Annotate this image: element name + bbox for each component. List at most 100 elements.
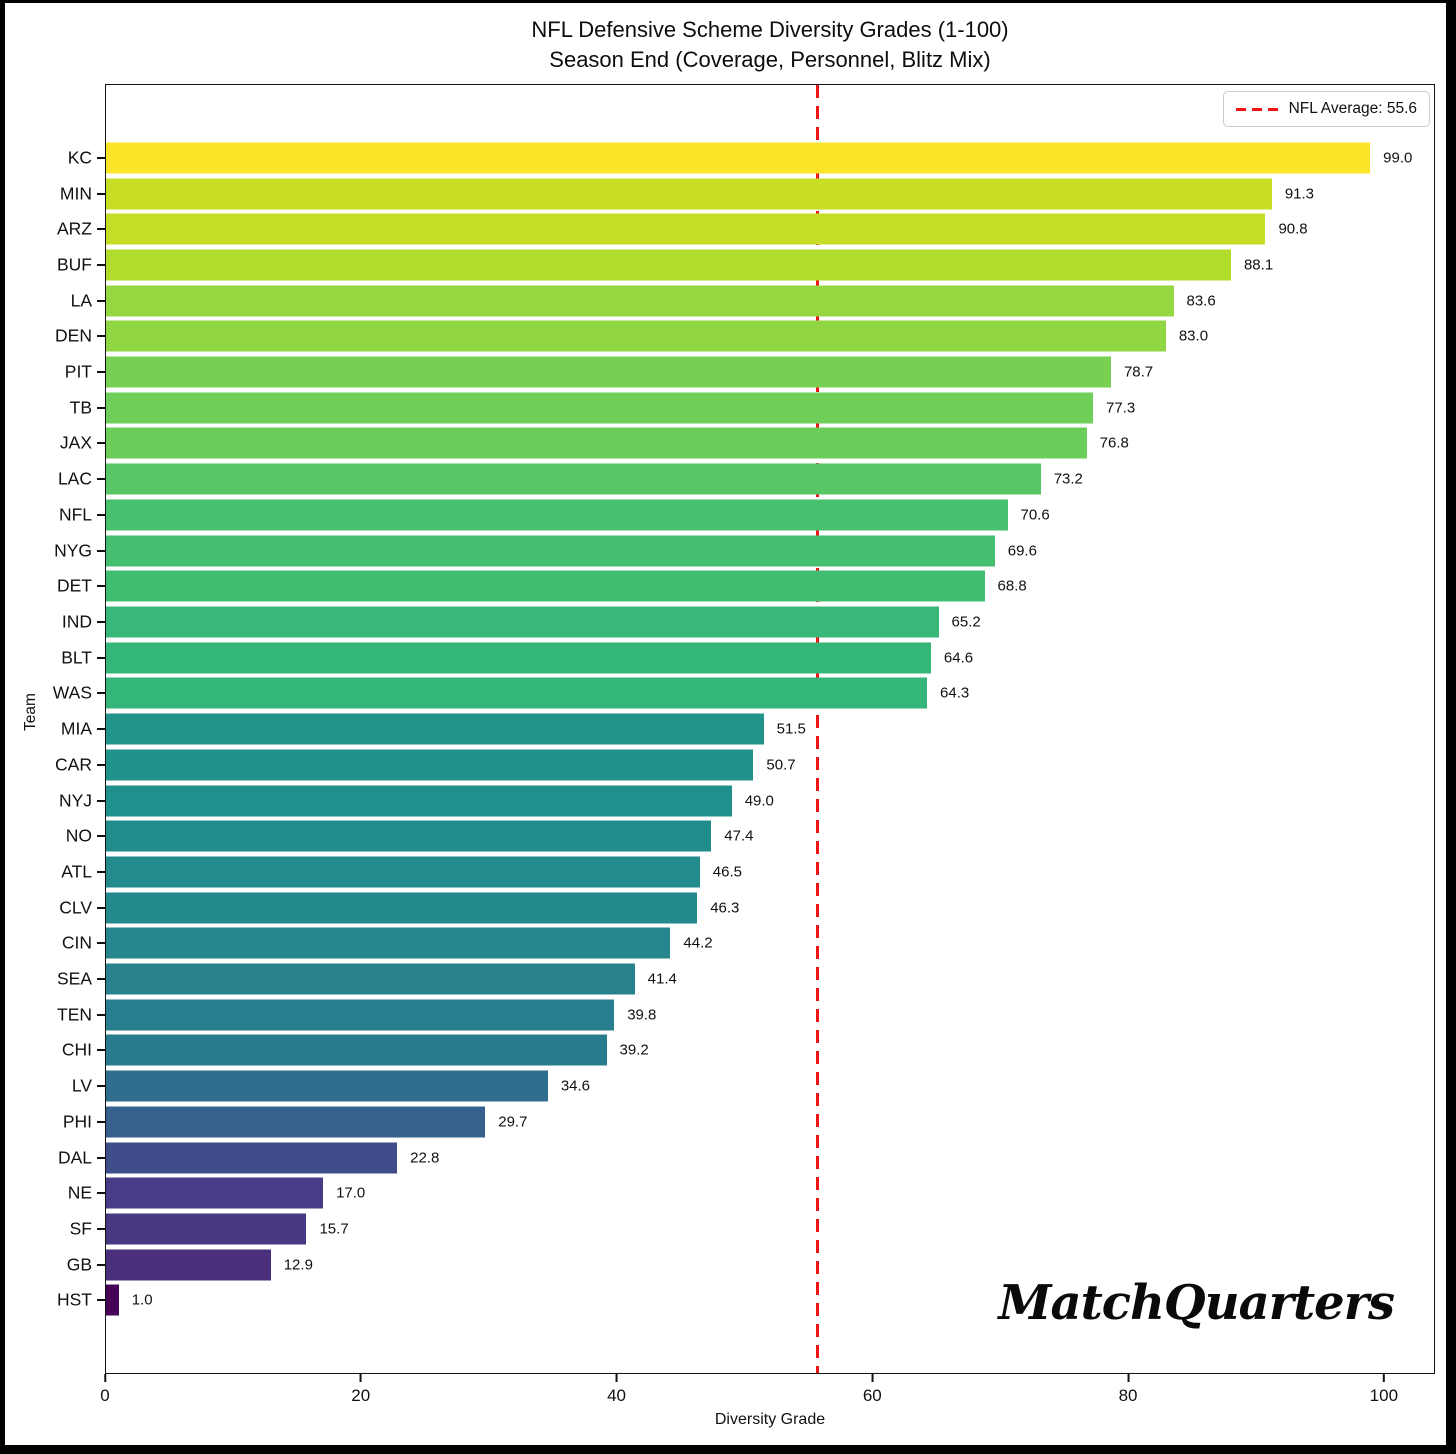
bar-value: 50.7	[766, 756, 796, 774]
bar-min	[106, 178, 1272, 210]
chart-row-det: DET 68.8	[57, 568, 1434, 604]
y-tick-mark	[97, 1049, 106, 1052]
chart-title-line1: NFL Defensive Scheme Diversity Grades (1…	[531, 17, 1009, 42]
bar-value: 17.0	[336, 1184, 366, 1202]
bar-value: 39.8	[627, 1006, 657, 1024]
x-axis-ticks: 0 20 40 60 80 100	[100, 1374, 1435, 1414]
y-tick-mark	[97, 1192, 106, 1195]
chart-row-kc: KC 99.0	[68, 140, 1434, 176]
y-tick-mark	[97, 870, 106, 873]
bar-lv	[106, 1070, 548, 1102]
y-tick-mark	[97, 799, 106, 802]
chart-row-pit: PIT 78.7	[65, 354, 1434, 390]
chart-row-la: LA 83.6	[71, 283, 1434, 319]
bar-kc	[106, 142, 1371, 174]
team-label: WAS	[52, 682, 92, 703]
x-tick-mark	[1382, 1374, 1385, 1382]
legend-dashed-line-icon	[1235, 107, 1278, 111]
bar-value: 90.8	[1278, 220, 1308, 238]
legend: NFL Average: 55.6	[1222, 91, 1430, 127]
bar-value: 46.3	[710, 899, 740, 917]
x-tick-label: 60	[862, 1386, 882, 1405]
team-label: BLT	[61, 647, 92, 668]
team-label: LA	[70, 290, 92, 311]
bar-nyg	[106, 535, 995, 567]
bar-jax	[106, 427, 1087, 459]
team-label: NE	[67, 1182, 92, 1203]
team-label: ARZ	[57, 218, 92, 239]
chart-row-mia: MIA 51.5	[61, 711, 1434, 747]
team-label: TB	[69, 397, 92, 418]
bar-value: 76.8	[1099, 434, 1129, 452]
bar-atl	[106, 856, 700, 888]
bar-value: 39.2	[619, 1041, 649, 1059]
y-tick-mark	[97, 906, 106, 909]
team-label: DAL	[57, 1147, 92, 1168]
chart-row-nyj: NYJ 49.0	[59, 783, 1434, 819]
team-label: HST	[57, 1289, 92, 1310]
chart-row-dal: DAL 22.8	[58, 1140, 1434, 1176]
chart-row-cin: CIN 44.2	[62, 925, 1434, 961]
y-tick-mark	[97, 156, 106, 159]
team-label: PIT	[64, 361, 92, 382]
bar-buf	[106, 249, 1231, 281]
bar-chi	[106, 1034, 607, 1066]
y-tick-mark	[97, 835, 106, 838]
team-label: DEN	[55, 325, 92, 346]
plot-area: KC 99.0 MIN 91.3 ARZ 90.8 BUF 88.1 LA 83.6 DEN 83.0…	[53, 84, 1435, 1374]
bar-value: 41.4	[647, 970, 677, 988]
bar-la	[106, 285, 1174, 317]
chart-row-no: NO 47.4	[66, 818, 1434, 854]
bar-value: 1.0	[131, 1291, 153, 1309]
chart-row-lac: LAC 73.2	[58, 461, 1434, 497]
team-label: NYG	[54, 540, 92, 561]
chart-row-tb: TB 77.3	[70, 390, 1434, 426]
y-tick-mark	[97, 371, 106, 374]
bar-value: 99.0	[1383, 149, 1413, 167]
team-label: GB	[66, 1254, 92, 1275]
bar-value: 22.8	[410, 1149, 440, 1167]
bar-dal	[106, 1142, 398, 1174]
chart-row-sf: SF 15.7	[70, 1211, 1434, 1247]
bar-value: 51.5	[776, 720, 806, 738]
x-tick-label: 80	[1118, 1386, 1138, 1405]
chart-row-gb: GB 12.9	[67, 1247, 1434, 1283]
bar-ind	[106, 606, 939, 638]
chart-row-den: DEN 83.0	[55, 319, 1434, 355]
bar-phi	[106, 1106, 486, 1138]
y-tick-mark	[97, 335, 106, 338]
x-tick-mark	[104, 1374, 106, 1382]
x-tick-label: 20	[351, 1386, 371, 1405]
bar-value: 91.3	[1284, 185, 1315, 203]
bar-value: 12.9	[283, 1256, 313, 1274]
y-tick-mark	[97, 549, 106, 552]
team-label: NO	[65, 825, 92, 846]
bar-value: 88.1	[1243, 256, 1274, 274]
team-label: CIN	[61, 932, 92, 953]
team-label: KC	[67, 147, 92, 168]
team-label: SEA	[56, 968, 92, 989]
chart-row-ne: NE 17.0	[68, 1175, 1434, 1211]
bar-det	[106, 570, 985, 602]
team-label: LAC	[57, 468, 92, 489]
bar-ne	[106, 1177, 324, 1209]
x-tick-0: 0	[100, 1374, 110, 1406]
x-tick-60: 60	[863, 1374, 882, 1406]
x-tick-mark	[1127, 1374, 1130, 1382]
bar-value: 77.3	[1106, 399, 1136, 417]
team-label: MIN	[59, 183, 92, 204]
bar-hst	[106, 1284, 119, 1316]
bar-value: 47.4	[724, 827, 754, 845]
y-tick-mark	[97, 656, 106, 659]
team-label: PHI	[62, 1111, 92, 1132]
team-label: MIA	[60, 718, 92, 739]
y-tick-mark	[97, 620, 106, 623]
y-tick-mark	[97, 1156, 106, 1159]
bar-value: 15.7	[319, 1220, 349, 1238]
bar-value: 44.2	[683, 934, 713, 952]
chart-row-was: WAS 64.3	[53, 676, 1434, 712]
x-tick-label: 0	[100, 1386, 110, 1405]
x-tick-20: 20	[351, 1374, 370, 1406]
bar-value: 69.6	[1007, 542, 1037, 560]
